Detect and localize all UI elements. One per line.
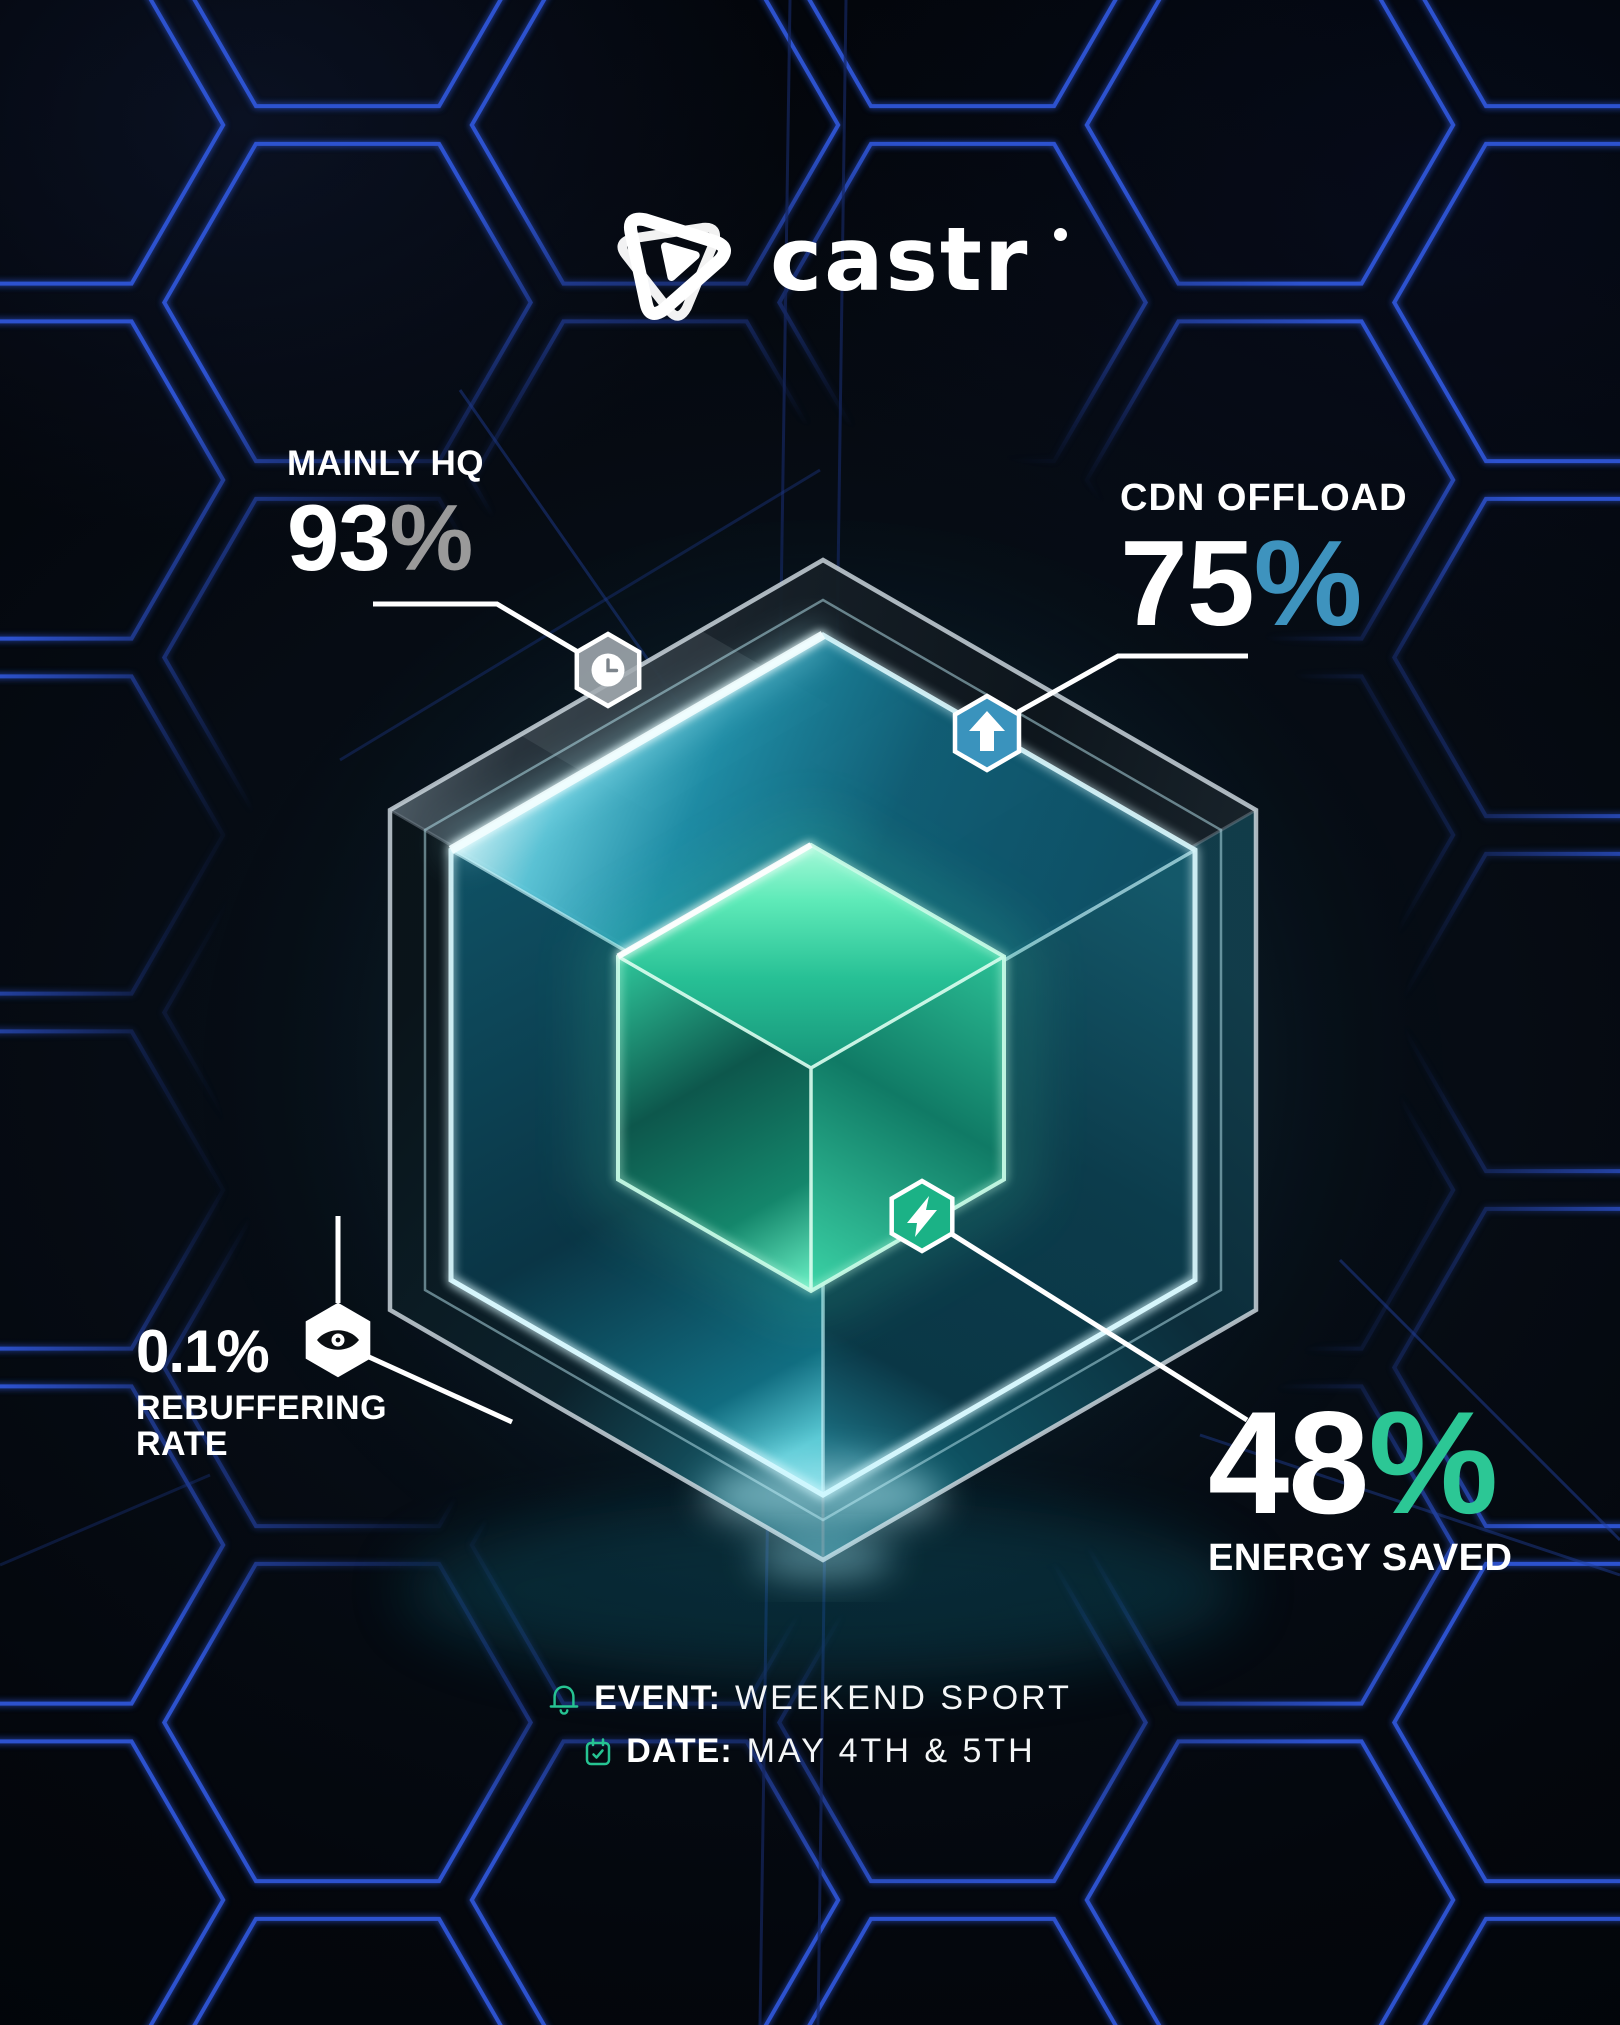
clock-icon [591, 653, 625, 687]
date-label: DATE: [626, 1732, 733, 1770]
stat-label: CDN OFFLOAD [1120, 477, 1408, 519]
callout-line-rebuffering [335, 1216, 514, 1425]
stat-value: 93% [287, 485, 474, 590]
callout-line-mainly-hq [373, 601, 580, 655]
castr-logo: castr [600, 192, 1068, 328]
percent-sign: % [1368, 1381, 1499, 1544]
castr-logo-mark [617, 212, 731, 321]
date-value: MAY 4TH & 5TH [746, 1732, 1036, 1770]
footer-date-row: DATE: MAY 4TH & 5TH [0, 1732, 1620, 1771]
callout-lines [335, 601, 1249, 1425]
stat-value: 48% [1208, 1381, 1499, 1544]
event-label: EVENT: [594, 1679, 722, 1717]
lightning-badge [889, 1178, 955, 1254]
bell-icon [549, 1685, 579, 1715]
event-value: WEEKEND SPORT [735, 1679, 1072, 1717]
stat-energy-saved: 48% ENERGY SAVED [1208, 1381, 1513, 1579]
logo-dot [1054, 227, 1068, 241]
lightning-icon [907, 1196, 937, 1237]
eye-badge [305, 1302, 371, 1378]
stat-label: REBUFFERING RATE [136, 1389, 388, 1463]
calendar-icon [586, 1737, 611, 1765]
percent-sign: % [216, 1318, 270, 1385]
stat-value: 0.1% [136, 1318, 270, 1385]
stat-mainly-hq: MAINLY HQ 93% [287, 444, 484, 586]
footer-event-row: EVENT: WEEKEND SPORT [0, 1679, 1620, 1718]
stat-value: 75% [1120, 515, 1363, 651]
percent-sign: % [389, 485, 474, 590]
callout-line-cdn-offload [1016, 653, 1248, 715]
stat-label: ENERGY SAVED [1208, 1537, 1513, 1579]
stat-cdn-offload: CDN OFFLOAD 75% [1120, 476, 1408, 644]
percent-sign: % [1253, 515, 1363, 651]
stat-rebuffering-rate: 0.1% REBUFFERING RATE [136, 1318, 388, 1463]
logo-wordmark: castr [770, 208, 1030, 311]
clock-badge [574, 631, 642, 709]
callout-line-energy-saved [948, 1230, 1249, 1423]
cube-floor-reflection [403, 1500, 1243, 1680]
inner-green-cube [601, 825, 1021, 1311]
arrow-up-icon [969, 711, 1005, 751]
stat-label: MAINLY HQ [287, 444, 485, 483]
arrow-up-badge [952, 693, 1022, 773]
eye-icon [317, 1330, 359, 1350]
